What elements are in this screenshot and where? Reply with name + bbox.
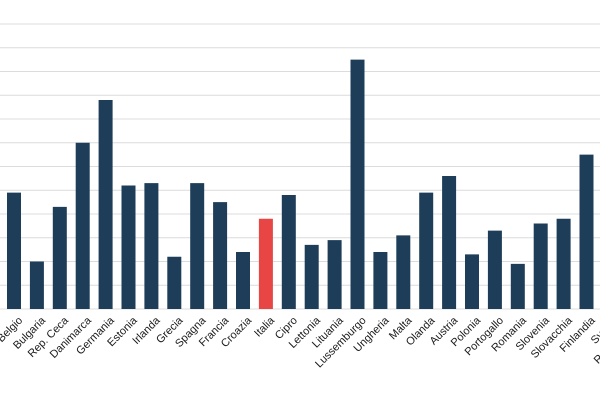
- bar-spagna: [190, 183, 205, 309]
- bar-lettonia: [304, 244, 319, 309]
- bar-bulgaria: [29, 261, 44, 309]
- bar-lituania: [327, 240, 342, 309]
- bar-francia: [213, 202, 228, 309]
- bars: [7, 59, 594, 309]
- bar-belgio: [7, 192, 21, 309]
- bar-slovacchia: [556, 218, 571, 309]
- bar-lussemburgo: [350, 59, 365, 309]
- bar-ungheria: [373, 252, 388, 309]
- bar-malta: [396, 235, 411, 309]
- bar-polonia: [465, 254, 479, 309]
- bar-grecia: [167, 256, 182, 309]
- bar-irlanda: [144, 183, 159, 309]
- bar-slovenia: [533, 223, 548, 309]
- bar-rep-ceca: [52, 206, 67, 309]
- bar-romania: [510, 263, 525, 309]
- bar-italia: [258, 218, 273, 309]
- gridlines: [0, 23, 600, 310]
- bar-austria: [442, 176, 457, 309]
- bar-danimarca: [75, 142, 90, 309]
- bar-estonia: [121, 185, 136, 309]
- x-tick-label-italia: Italia: [252, 314, 278, 340]
- bar-croazia: [236, 252, 250, 309]
- bar-germania: [98, 100, 113, 309]
- bar-finlandia: [579, 154, 594, 309]
- bar-olanda: [419, 192, 434, 309]
- bar-portogallo: [487, 230, 502, 309]
- bar-cipro: [281, 195, 296, 309]
